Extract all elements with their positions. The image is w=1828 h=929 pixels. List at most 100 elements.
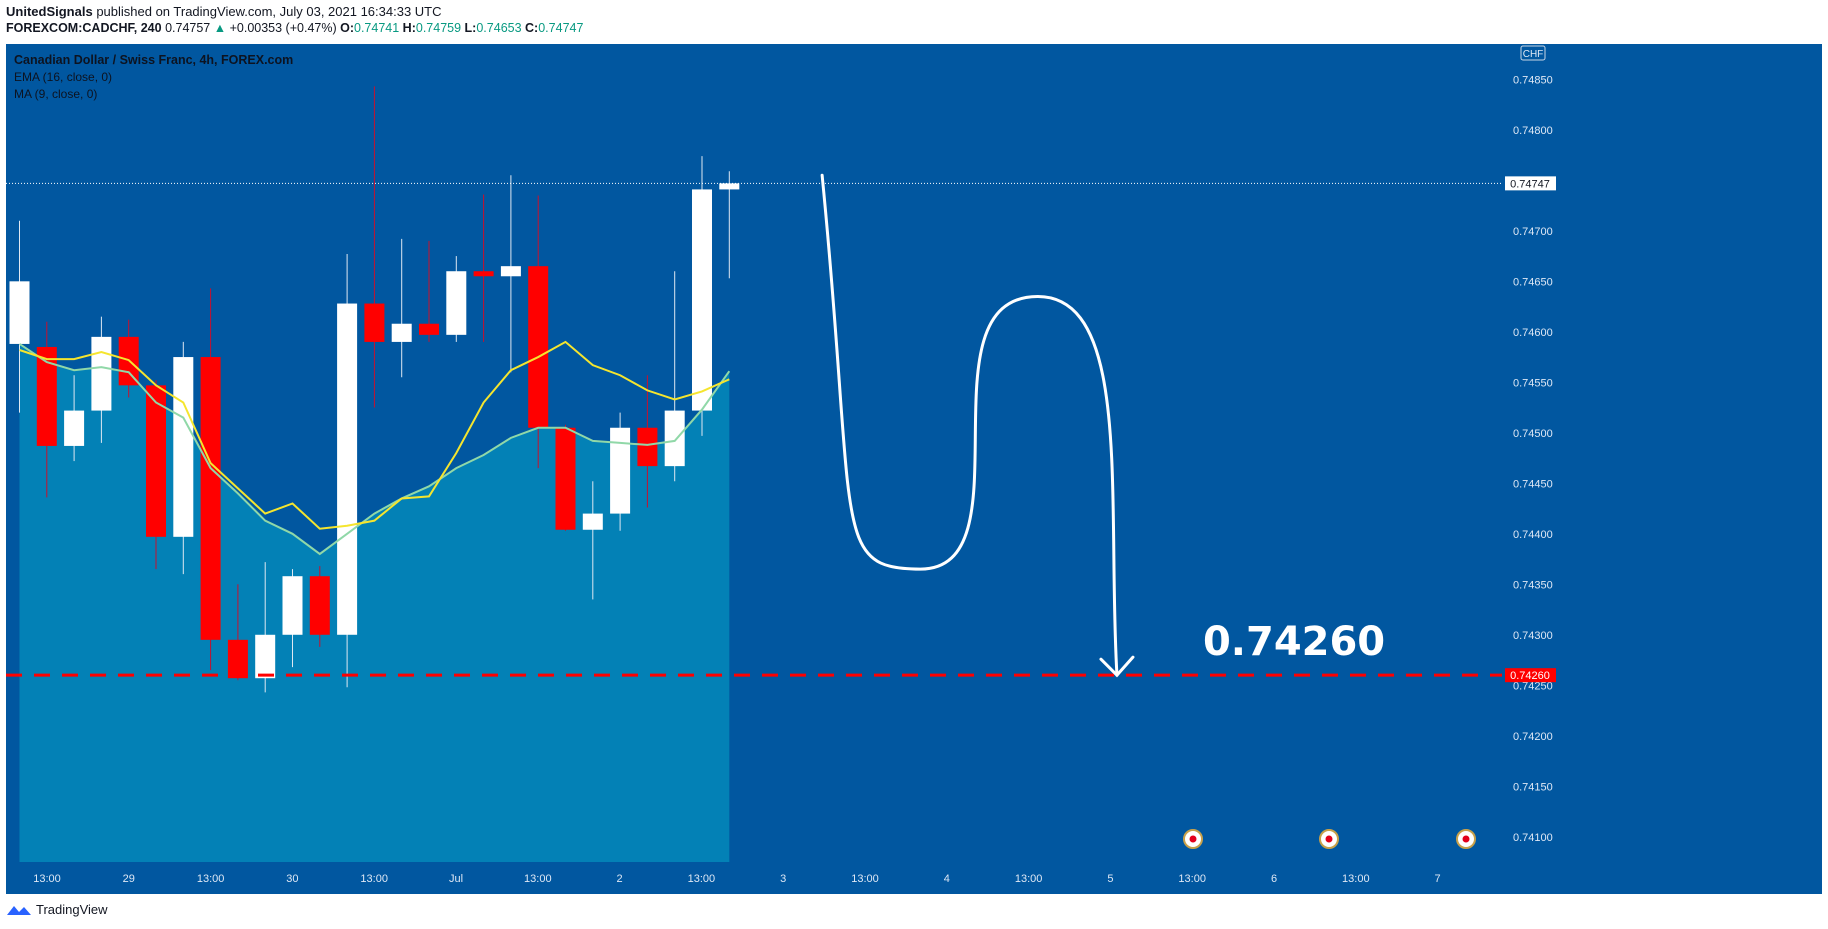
high-value: 0.74759 — [415, 21, 462, 35]
event-flag-dot-icon — [1325, 835, 1333, 843]
ema-legend: EMA (16, close, 0) — [14, 70, 112, 84]
currency-box — [1520, 45, 1546, 61]
y-tick-label: 0.74400 — [1513, 529, 1553, 541]
candle-body — [9, 281, 30, 344]
open-value: 0.74741 — [354, 21, 400, 35]
candle-body — [473, 271, 494, 277]
y-tick-label: 0.74450 — [1513, 478, 1553, 490]
candle-body — [36, 346, 57, 446]
publish-info: UnitedSignals published on TradingView.c… — [6, 4, 442, 19]
x-tick-label: Jul — [449, 873, 463, 885]
y-tick-label: 0.74600 — [1513, 327, 1553, 339]
x-tick-label: 13:00 — [1015, 873, 1043, 885]
candle-body — [227, 639, 248, 679]
y-tick-label: 0.74700 — [1513, 226, 1553, 238]
x-tick-label: 13:00 — [1342, 873, 1370, 885]
ma-line — [19, 340, 730, 530]
x-tick-label: 13:00 — [1178, 873, 1206, 885]
y-tick-label: 0.74350 — [1513, 579, 1553, 591]
candle-body — [555, 427, 576, 530]
footer: TradingView — [6, 902, 108, 917]
y-tick-label: 0.74200 — [1513, 731, 1553, 743]
projection-arrow-icon — [1099, 655, 1135, 678]
candle-body — [528, 266, 549, 428]
x-tick-label: 2 — [617, 873, 623, 885]
x-tick-label: 13:00 — [360, 873, 388, 885]
target-badge-label: 0.74260 — [1510, 670, 1550, 682]
x-tick-label: 3 — [780, 873, 786, 885]
high-label: H: — [402, 21, 416, 35]
price-change: +0.00353 (+0.47%) — [229, 21, 337, 35]
candle-body — [64, 410, 85, 446]
up-arrow-icon: ▲ — [213, 21, 227, 35]
projection-path — [820, 173, 1119, 677]
candle-body — [582, 513, 603, 530]
indicator-lines-layer — [18, 340, 731, 556]
close-value: 0.74747 — [538, 21, 584, 35]
x-tick-label: 13:00 — [524, 873, 552, 885]
close-label: C: — [525, 21, 539, 35]
candle-body — [446, 271, 467, 335]
last-price-badge-label: 0.74747 — [1510, 178, 1550, 190]
x-tick-label: 13:00 — [851, 873, 879, 885]
x-tick-label: 13:00 — [33, 873, 61, 885]
x-tick-label: 5 — [1107, 873, 1113, 885]
brand-name[interactable]: TradingView — [36, 902, 108, 917]
candle-body — [391, 323, 412, 342]
last-price: 0.74757 — [165, 21, 211, 35]
symbol-info: FOREXCOM:CADCHF, 240 0.74757 ▲ +0.00353 … — [6, 21, 583, 35]
x-tick-label: 6 — [1271, 873, 1277, 885]
y-tick-label: 0.74150 — [1513, 781, 1553, 793]
x-tick-label: 29 — [123, 873, 135, 885]
candle-body — [664, 410, 685, 467]
y-tick-label: 0.74100 — [1513, 832, 1553, 844]
candle-body — [419, 323, 439, 335]
low-label: L: — [464, 21, 477, 35]
tradingview-logo-icon — [7, 905, 31, 915]
candle-body — [91, 336, 112, 411]
x-tick-label: 13:00 — [197, 873, 225, 885]
candle-body — [146, 385, 166, 537]
last-price-badge — [1505, 176, 1556, 191]
candle-body — [200, 357, 221, 640]
y-tick-label: 0.74650 — [1513, 276, 1553, 288]
price-chart[interactable]: 0.74260 0.748500.748000.747500.747000.74… — [6, 44, 1822, 894]
y-tick-label: 0.74250 — [1513, 680, 1553, 692]
event-flag-dot-icon — [1189, 835, 1197, 843]
x-tick-label: 30 — [286, 873, 298, 885]
open-label: O: — [340, 21, 354, 35]
candle-body — [255, 634, 276, 679]
y-tick-label: 0.74550 — [1513, 377, 1553, 389]
x-tick-label: 13:00 — [688, 873, 716, 885]
event-flag-dot-icon — [1462, 835, 1470, 843]
y-tick-label: 0.74300 — [1513, 630, 1553, 642]
candle-body — [692, 189, 712, 411]
axes-layer: 0.748500.748000.747500.747000.746500.746… — [33, 45, 1556, 885]
candle-body — [173, 357, 194, 537]
ema-area — [19, 343, 730, 862]
published-text: published on TradingView.com, July 03, 2… — [96, 4, 442, 19]
target-badge — [1505, 668, 1556, 683]
ma-legend: MA (9, close, 0) — [14, 87, 97, 101]
symbol-name: FOREXCOM:CADCHF, 240 — [6, 21, 162, 35]
candle-body — [364, 303, 385, 342]
candle-body — [610, 427, 631, 514]
candle-body — [337, 303, 358, 635]
candles-layer — [9, 86, 740, 693]
ma-area-layer — [19, 343, 730, 862]
candle-body — [637, 427, 658, 467]
currency-label: CHF — [1523, 49, 1544, 60]
chart-title: Canadian Dollar / Swiss Franc, 4h, FOREX… — [14, 53, 293, 67]
candle-body — [309, 576, 330, 635]
y-tick-label: 0.74850 — [1513, 74, 1553, 86]
low-value: 0.74653 — [476, 21, 522, 35]
author-name[interactable]: UnitedSignals — [6, 4, 93, 19]
candle-body — [719, 183, 740, 190]
x-tick-label: 7 — [1435, 873, 1441, 885]
x-tick-label: 4 — [944, 873, 950, 885]
target-annotation: 0.74260 — [1203, 619, 1385, 665]
y-tick-label: 0.74500 — [1513, 428, 1553, 440]
ema-line — [18, 343, 731, 556]
overlay-layer: 0.74260 — [6, 173, 1502, 678]
candle-body — [282, 576, 303, 635]
